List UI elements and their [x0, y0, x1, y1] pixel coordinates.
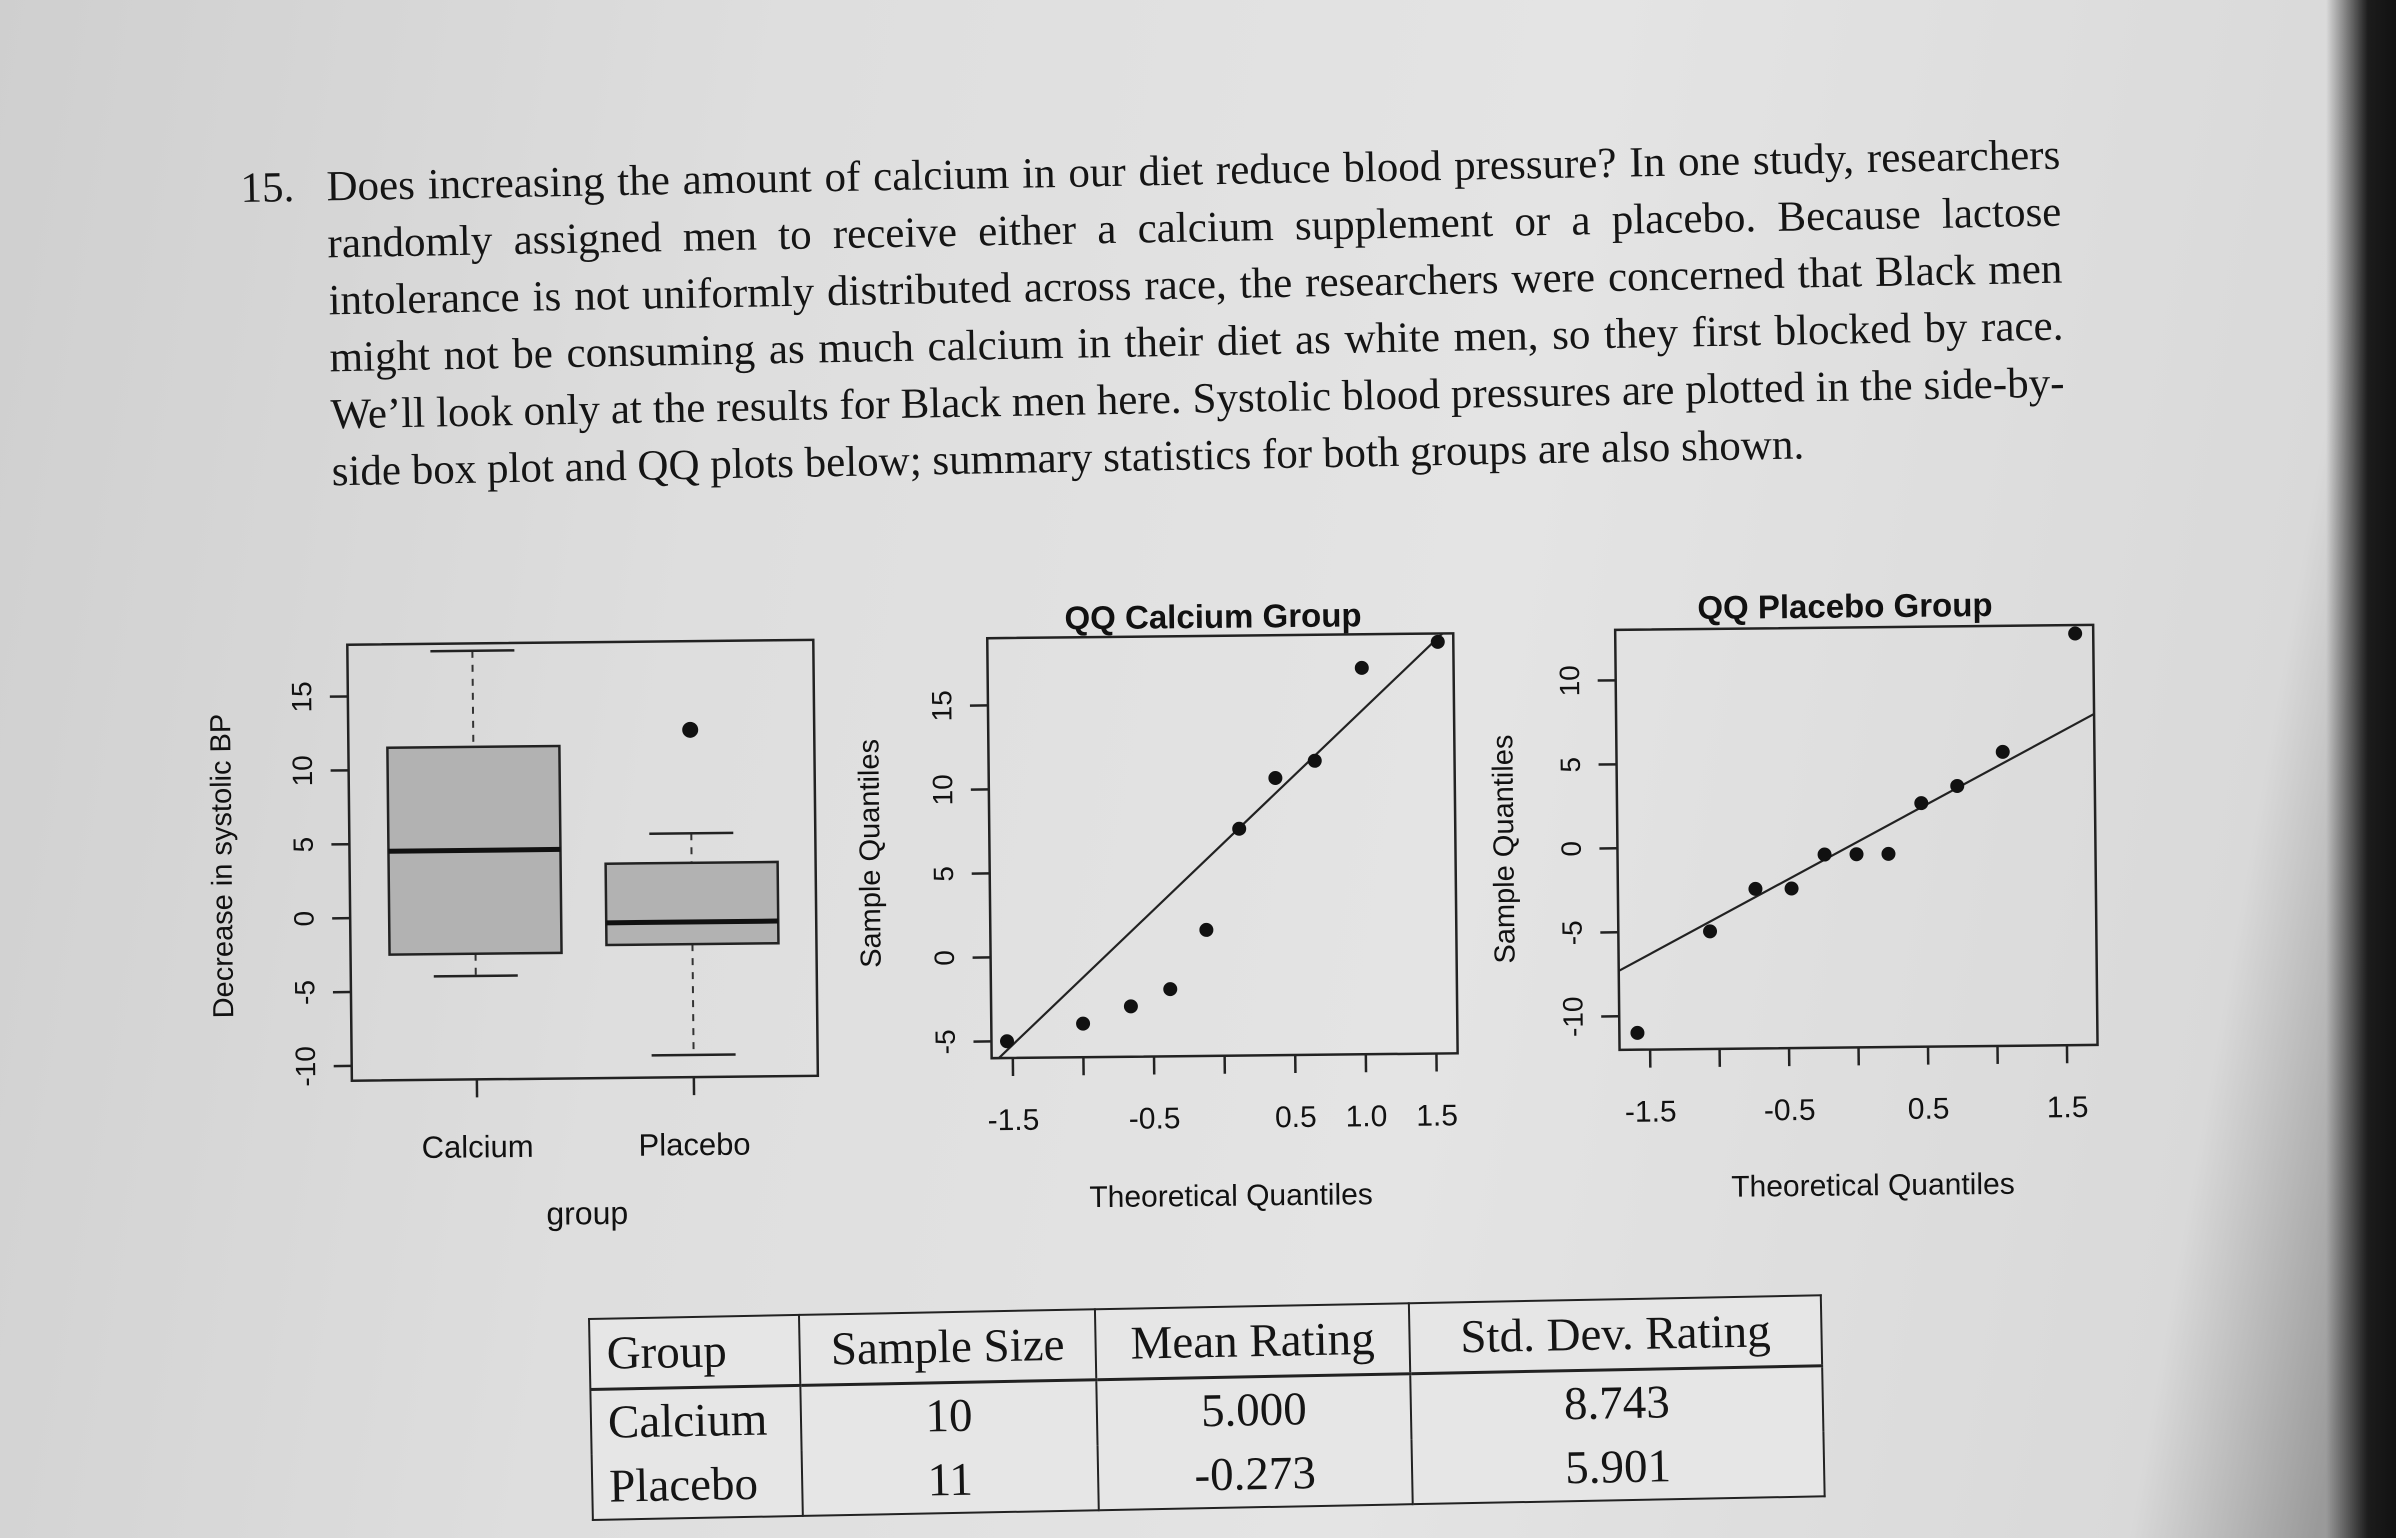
y-tick-label: 10 — [927, 774, 958, 805]
data-point — [1123, 999, 1138, 1014]
row-calcium-n: 10 — [800, 1379, 1098, 1451]
data-point — [1784, 881, 1799, 896]
x-tick-label: 0.5 — [1275, 1101, 1317, 1134]
data-point — [1232, 821, 1247, 836]
header-sample-size: Sample Size — [798, 1309, 1097, 1386]
qq-reference-line — [1618, 712, 2095, 972]
qq-placebo-ylabel: Sample Quantiles — [1487, 734, 1521, 963]
row-calcium-mean: 5.000 — [1096, 1373, 1412, 1446]
y-tick-label: -10 — [1557, 996, 1588, 1037]
summary-table: Group Sample Size Mean Rating Std. Dev. … — [588, 1294, 1826, 1521]
x-tick-label: -0.5 — [1764, 1094, 1816, 1128]
whisker-cap-max — [430, 649, 515, 653]
x-tick-label: 0.5 — [1908, 1092, 1950, 1125]
data-point — [1430, 634, 1445, 649]
qq-calcium-ylabel: Sample Quantiles — [853, 739, 887, 968]
y-tick-label: 5 — [288, 837, 319, 853]
data-point — [1076, 1016, 1091, 1031]
qq-placebo-panel: QQ Placebo Group Sample Quantiles Theore… — [1487, 586, 2099, 1204]
y-tick-label: 15 — [286, 681, 317, 712]
qq-placebo-xlabel: Theoretical Quantiles — [1731, 1168, 2015, 1204]
box-plot-ylabel: Decrease in systolic BP — [205, 714, 240, 1019]
data-point — [1199, 922, 1214, 937]
x-tick-label: -1.5 — [987, 1104, 1039, 1138]
y-tick-label: 5 — [928, 866, 959, 882]
whisker-cap-min — [433, 974, 518, 978]
qq-placebo-frame — [1613, 623, 2099, 1052]
x-tick-label: 1.5 — [1416, 1099, 1458, 1132]
y-tick-label: -5 — [930, 1029, 961, 1054]
y-tick-label: 15 — [926, 690, 957, 721]
whisker-lower — [691, 944, 695, 1055]
qq-calcium-xlabel: Theoretical Quantiles — [1089, 1178, 1373, 1214]
y-tick-label: 10 — [287, 755, 318, 786]
whisker-cap-max — [649, 831, 734, 835]
box-plot-panel: Decrease in systolic BP group -10 -5 0 5 10 1… — [205, 638, 820, 1232]
x-tick-label: 1.0 — [1345, 1100, 1387, 1133]
data-point — [1748, 881, 1763, 896]
data-point — [1630, 1025, 1645, 1040]
box-plot-marks: -10 -5 0 5 10 15 Calcium Placebo — [286, 649, 780, 1165]
y-tick-label: 10 — [1554, 665, 1585, 696]
whisker-cap-min — [651, 1053, 736, 1057]
data-point — [1995, 744, 2010, 759]
row-calcium-group: Calcium — [590, 1385, 802, 1455]
data-point — [1881, 846, 1896, 861]
qq-calcium-title: QQ Calcium Group — [1064, 596, 1361, 636]
qq-calcium-marks: -1.5 -0.5 0.5 1.0 1.5 -5 0 5 10 15 — [926, 633, 1458, 1138]
y-tick-label: 5 — [1555, 757, 1586, 773]
y-tick-label: 0 — [929, 950, 960, 966]
row-placebo-group: Placebo — [591, 1450, 803, 1520]
outlier-point — [682, 721, 699, 738]
qq-calcium-frame — [985, 632, 1459, 1060]
data-point — [1849, 847, 1864, 862]
data-point — [1307, 753, 1322, 768]
row-placebo-sd: 5.901 — [1411, 1431, 1825, 1505]
row-placebo-n: 11 — [801, 1445, 1099, 1516]
data-point — [2068, 626, 2083, 641]
y-tick-label: -10 — [290, 1046, 321, 1087]
x-tick-label: -0.5 — [1129, 1102, 1181, 1136]
x-tick-label: 1.5 — [2047, 1091, 2089, 1124]
data-point — [1000, 1034, 1015, 1049]
data-point — [1163, 982, 1178, 997]
y-tick-label: -5 — [1557, 920, 1588, 945]
y-tick-label: 0 — [288, 911, 319, 927]
qq-reference-line — [990, 633, 1454, 1059]
row-calcium-sd: 8.743 — [1410, 1365, 1824, 1440]
x-tick-label: Calcium — [421, 1129, 533, 1165]
data-point — [1914, 796, 1929, 811]
data-point — [1817, 847, 1832, 862]
whisker-upper — [471, 650, 475, 747]
data-point — [1268, 771, 1283, 786]
qq-calcium-panel: QQ Calcium Group Sample Quantiles Theore… — [853, 596, 1459, 1214]
page-edge-shadow — [2326, 0, 2396, 1538]
header-group: Group — [589, 1314, 801, 1390]
y-tick-label: 0 — [1556, 841, 1587, 857]
box-plot-frame — [346, 638, 820, 1082]
header-sd: Std. Dev. Rating — [1408, 1295, 1823, 1374]
data-point — [1703, 924, 1718, 939]
box-placebo — [604, 860, 780, 947]
data-point — [1354, 660, 1369, 675]
qq-placebo-title: QQ Placebo Group — [1697, 586, 1993, 626]
x-tick-label: -1.5 — [1625, 1095, 1677, 1129]
box-plot-xlabel: group — [546, 1195, 628, 1232]
median-line — [388, 846, 561, 854]
y-tick-label: -5 — [289, 980, 320, 1005]
qq-placebo-marks: -1.5 -0.5 0.5 1.5 -10 -5 0 5 10 — [1554, 626, 2095, 1129]
median-line — [606, 918, 779, 926]
data-point — [1950, 778, 1965, 793]
x-tick-label: Placebo — [638, 1127, 750, 1163]
header-mean: Mean Rating — [1094, 1303, 1411, 1380]
row-placebo-mean: -0.273 — [1097, 1439, 1413, 1511]
